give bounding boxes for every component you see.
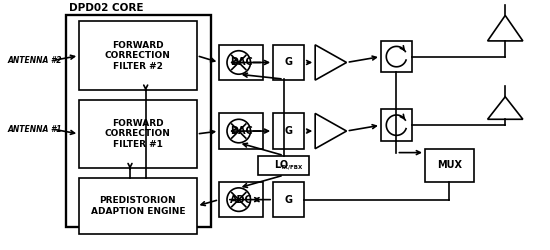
Bar bbox=[219, 182, 263, 217]
Text: DAC: DAC bbox=[230, 58, 252, 68]
Bar bbox=[79, 100, 196, 168]
Text: TX/FBX: TX/FBX bbox=[280, 165, 303, 170]
Text: ANTENNA #1: ANTENNA #1 bbox=[8, 124, 62, 134]
Bar bbox=[381, 110, 412, 141]
Bar bbox=[79, 21, 196, 90]
Bar bbox=[425, 149, 474, 182]
Bar bbox=[79, 178, 196, 234]
Bar bbox=[381, 41, 412, 72]
Bar bbox=[219, 114, 263, 149]
Text: ADC: ADC bbox=[230, 195, 252, 205]
Bar bbox=[273, 114, 304, 149]
Text: DPD02 CORE: DPD02 CORE bbox=[69, 4, 144, 14]
Text: MUX: MUX bbox=[437, 160, 462, 170]
Text: FORWARD
CORRECTION
FILTER #2: FORWARD CORRECTION FILTER #2 bbox=[105, 41, 171, 70]
Bar bbox=[258, 156, 309, 175]
Text: PREDISTORION
ADAPTION ENGINE: PREDISTORION ADAPTION ENGINE bbox=[91, 196, 185, 216]
Bar bbox=[219, 45, 263, 80]
Bar bbox=[273, 182, 304, 217]
Text: DAC: DAC bbox=[230, 126, 252, 136]
Text: G: G bbox=[285, 195, 293, 205]
Bar bbox=[67, 16, 211, 227]
Text: G: G bbox=[285, 58, 293, 68]
Text: FORWARD
CORRECTION
FILTER #1: FORWARD CORRECTION FILTER #1 bbox=[105, 119, 171, 149]
Text: ANTENNA #2: ANTENNA #2 bbox=[8, 56, 62, 65]
Text: LO: LO bbox=[274, 160, 288, 170]
Text: G: G bbox=[285, 126, 293, 136]
Bar bbox=[273, 45, 304, 80]
